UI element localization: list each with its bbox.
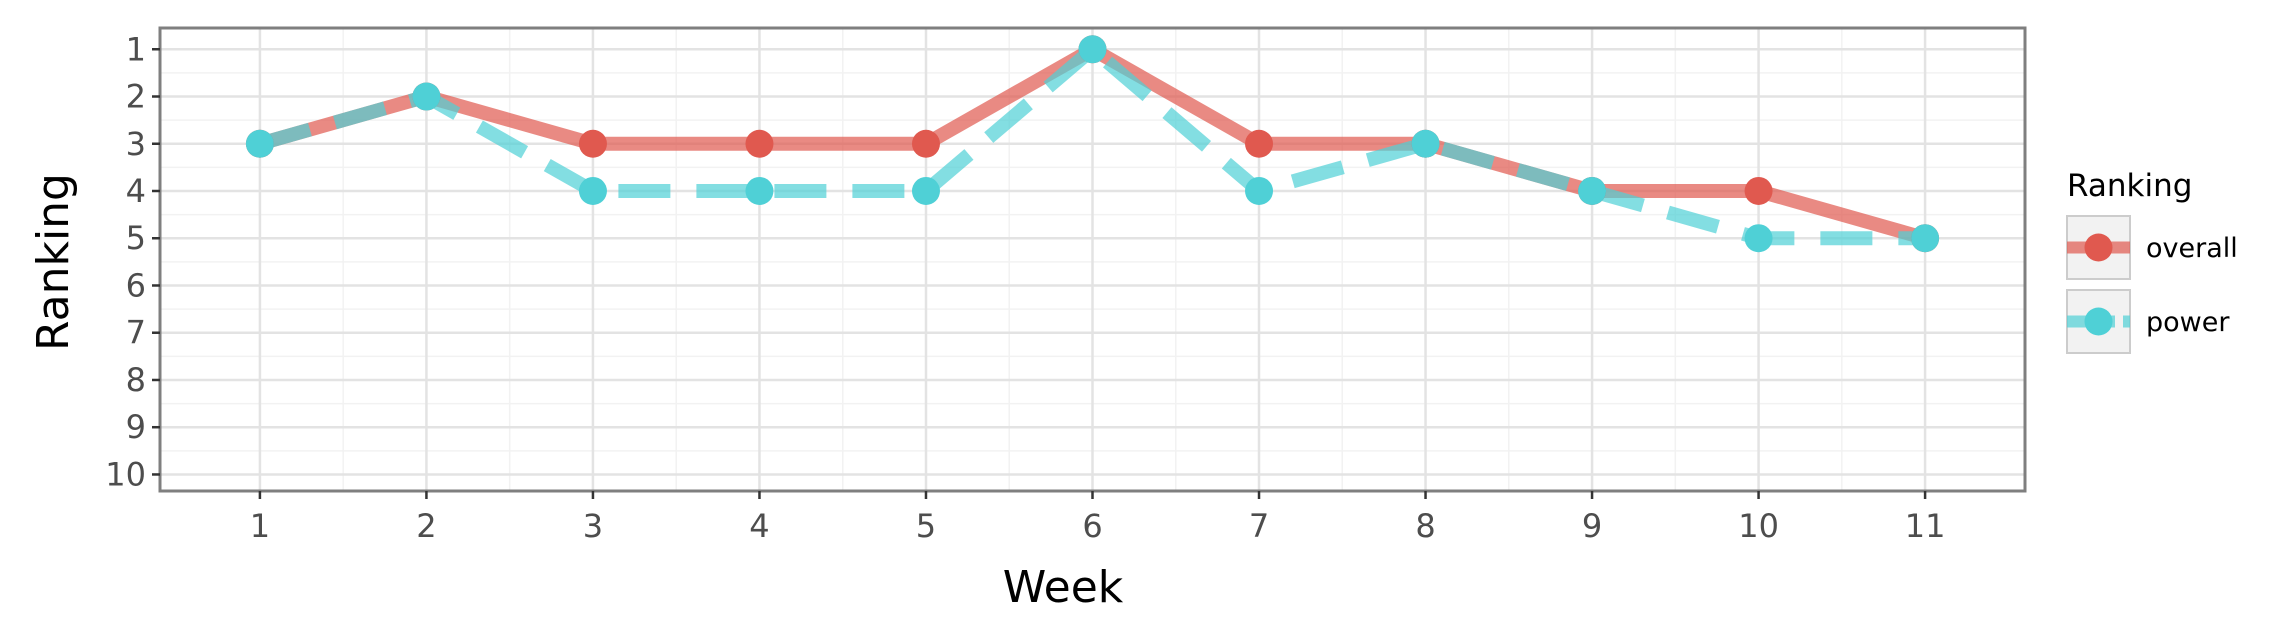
x-tick-label: 6: [1082, 507, 1102, 545]
data-point-power: [578, 176, 607, 205]
data-point-power: [1078, 35, 1107, 64]
data-point-power: [911, 176, 940, 205]
x-axis-title: Week: [1003, 562, 1124, 613]
x-tick-label: 11: [1905, 507, 1946, 545]
data-point-overall: [1744, 176, 1773, 205]
y-tick-label: 2: [126, 78, 146, 116]
data-point-power: [1245, 176, 1274, 205]
data-point-overall: [1245, 129, 1274, 158]
grid-lines: [160, 28, 2025, 491]
data-point-power: [1411, 129, 1440, 158]
x-tick-label: 8: [1415, 507, 1435, 545]
y-tick-label: 10: [105, 455, 146, 493]
legend-label: power: [2146, 307, 2230, 338]
legend-title: Ranking: [2067, 168, 2192, 204]
data-point-power: [1911, 224, 1940, 253]
legend: Ranking overall power: [2066, 168, 2238, 354]
y-tick-label: 7: [126, 314, 146, 352]
data-point-power: [1578, 176, 1607, 205]
x-axis: 1 2 3 4 5 6 7 8 9 10 11: [250, 491, 1946, 545]
data-point-power: [1744, 224, 1773, 253]
series-layer: [245, 35, 1940, 253]
x-tick-label: 5: [916, 507, 936, 545]
y-tick-label: 9: [126, 408, 146, 446]
legend-label: overall: [2146, 233, 2238, 264]
data-point-power: [412, 82, 441, 111]
y-tick-label: 6: [126, 266, 146, 304]
x-tick-label: 2: [416, 507, 436, 545]
y-axis: 1 2 3 4 5 6 7 8 9 10: [105, 30, 160, 493]
y-tick-label: 1: [126, 30, 146, 68]
y-tick-label: 3: [126, 125, 146, 163]
data-point-overall: [578, 129, 607, 158]
data-point-overall: [745, 129, 774, 158]
legend-key-point: [2084, 307, 2113, 336]
data-point-overall: [911, 129, 940, 158]
x-tick-label: 3: [583, 507, 603, 545]
x-tick-label: 4: [749, 507, 769, 545]
x-tick-label: 9: [1582, 507, 1602, 545]
x-tick-label: 1: [250, 507, 270, 545]
y-tick-label: 4: [126, 172, 146, 210]
data-point-power: [745, 176, 774, 205]
y-tick-label: 5: [126, 219, 146, 257]
y-axis-title: Ranking: [28, 173, 79, 351]
y-tick-label: 8: [126, 361, 146, 399]
x-tick-label: 10: [1738, 507, 1779, 545]
data-point-power: [245, 129, 274, 158]
legend-items: overall power: [2066, 215, 2238, 354]
legend-key-point: [2084, 233, 2113, 262]
x-tick-label: 7: [1249, 507, 1269, 545]
